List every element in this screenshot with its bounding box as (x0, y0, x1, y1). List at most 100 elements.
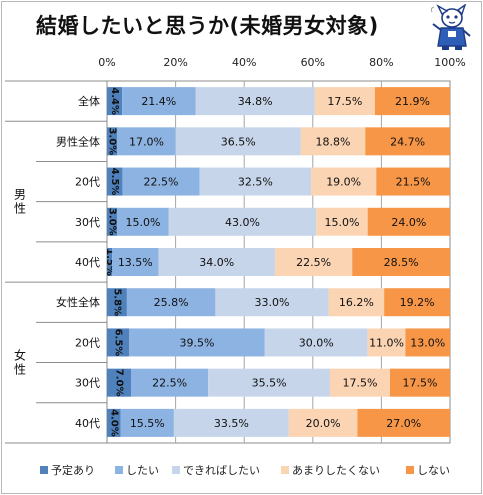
bar-segment (107, 127, 118, 156)
data-label: 11.0% (369, 336, 404, 349)
data-label: 13.5% (118, 256, 153, 269)
bar-segment (117, 127, 176, 156)
category-label: 全体 (78, 94, 100, 108)
category-label: 30代 (75, 216, 100, 229)
legend-swatch (406, 466, 414, 474)
bar-segment (365, 127, 450, 156)
bar-segment (122, 87, 196, 116)
data-label: 6.5% (113, 329, 124, 357)
category-label: 20代 (75, 176, 100, 189)
category-label: 20代 (75, 336, 100, 349)
bar-segment (311, 167, 377, 196)
legend-item: しない (406, 462, 450, 478)
bar-segment (208, 368, 330, 397)
data-label: 43.0% (225, 216, 260, 229)
group-label: 女性 (14, 348, 26, 377)
legend-swatch (115, 466, 123, 474)
data-label: 17.5% (327, 95, 362, 108)
bar-segment (126, 288, 216, 317)
mascot-icon (430, 4, 471, 50)
data-label: 30.0% (299, 336, 334, 349)
x-tick-label: 60% (301, 56, 325, 69)
data-label: 22.5% (296, 256, 331, 269)
data-label: 34.0% (199, 256, 234, 269)
bar-segment (107, 87, 123, 116)
data-label: 33.0% (255, 296, 290, 309)
legend-swatch (40, 466, 48, 474)
chart-title: 結婚したいと思うか(未婚男女対象) (36, 14, 379, 38)
bar-segment (352, 248, 450, 276)
bar-segment (158, 248, 276, 276)
data-label: 32.5% (238, 176, 273, 189)
data-label: 21.9% (395, 95, 430, 108)
category-label: 女性全体 (56, 295, 100, 309)
data-label: 22.5% (144, 176, 179, 189)
data-label: 4.5% (109, 168, 120, 196)
bar-segment (314, 87, 375, 116)
bar-segment (112, 248, 159, 276)
data-label: 28.5% (384, 256, 419, 269)
x-tick-label: 80% (369, 56, 393, 69)
category-label: 30代 (75, 377, 100, 390)
data-label: 18.8% (316, 135, 351, 148)
x-tick-label: 100% (434, 56, 465, 69)
data-label: 19.2% (400, 296, 435, 309)
data-label: 5.8% (111, 288, 122, 316)
bar-segment (107, 328, 130, 357)
data-label: 19.0% (326, 176, 361, 189)
data-label: 15.0% (126, 216, 161, 229)
data-label: 20.0% (306, 417, 341, 430)
legend-swatch (281, 466, 289, 474)
data-label: 1.5% (104, 248, 115, 276)
data-label: 33.5% (214, 417, 249, 430)
legend-item: したい (115, 462, 159, 478)
bar-segment (199, 167, 312, 196)
data-label: 25.8% (154, 296, 189, 309)
category-label: 40代 (75, 417, 100, 430)
data-label: 24.7% (390, 135, 425, 148)
data-label: 3.0% (107, 208, 118, 236)
x-tick-label: 0% (98, 56, 115, 69)
bar-segment (175, 127, 301, 156)
bar-segment (107, 288, 127, 317)
x-tick-label: 40% (232, 56, 256, 69)
data-label: 4.0% (108, 409, 119, 437)
legend-label: したい (126, 464, 159, 477)
bar-segment (300, 127, 366, 156)
bar-segment (357, 408, 450, 437)
data-label: 17.5% (403, 377, 438, 390)
data-label: 4.4% (109, 87, 120, 115)
data-label: 39.5% (180, 336, 215, 349)
group-label: 男性 (14, 188, 26, 216)
data-label: 16.2% (339, 296, 374, 309)
bar-segment (107, 248, 113, 276)
bar-segment (120, 408, 174, 437)
bar-segment (173, 408, 289, 437)
legend-item: 予定あり (40, 462, 95, 478)
bar-segment (376, 167, 450, 196)
chart-legend: 予定あり したい できればしたい あまりしたくない しない (40, 460, 470, 478)
bar-segment (131, 368, 209, 397)
data-label: 15.5% (130, 417, 165, 430)
bar-segment (215, 288, 329, 317)
bar-segment (288, 408, 358, 437)
bar-segment (316, 207, 368, 236)
data-label: 24.0% (391, 216, 426, 229)
data-label: 22.5% (152, 377, 187, 390)
data-label: 34.8% (238, 95, 273, 108)
data-label: 35.5% (252, 377, 287, 390)
data-label: 21.5% (396, 176, 431, 189)
data-label: 15.0% (324, 216, 359, 229)
data-label: 21.4% (141, 95, 176, 108)
bar-segment (195, 87, 315, 116)
legend-item: できればしたい (172, 462, 260, 478)
category-label: 40代 (75, 256, 100, 269)
bar-segment (367, 328, 406, 357)
legend-swatch (172, 466, 180, 474)
bar-segment (367, 207, 450, 236)
bar-segment (328, 288, 385, 317)
data-label: 36.5% (221, 135, 256, 148)
legend-item: あまりしたくない (281, 462, 380, 478)
data-label: 27.0% (386, 417, 421, 430)
data-label: 13.0% (410, 336, 445, 349)
